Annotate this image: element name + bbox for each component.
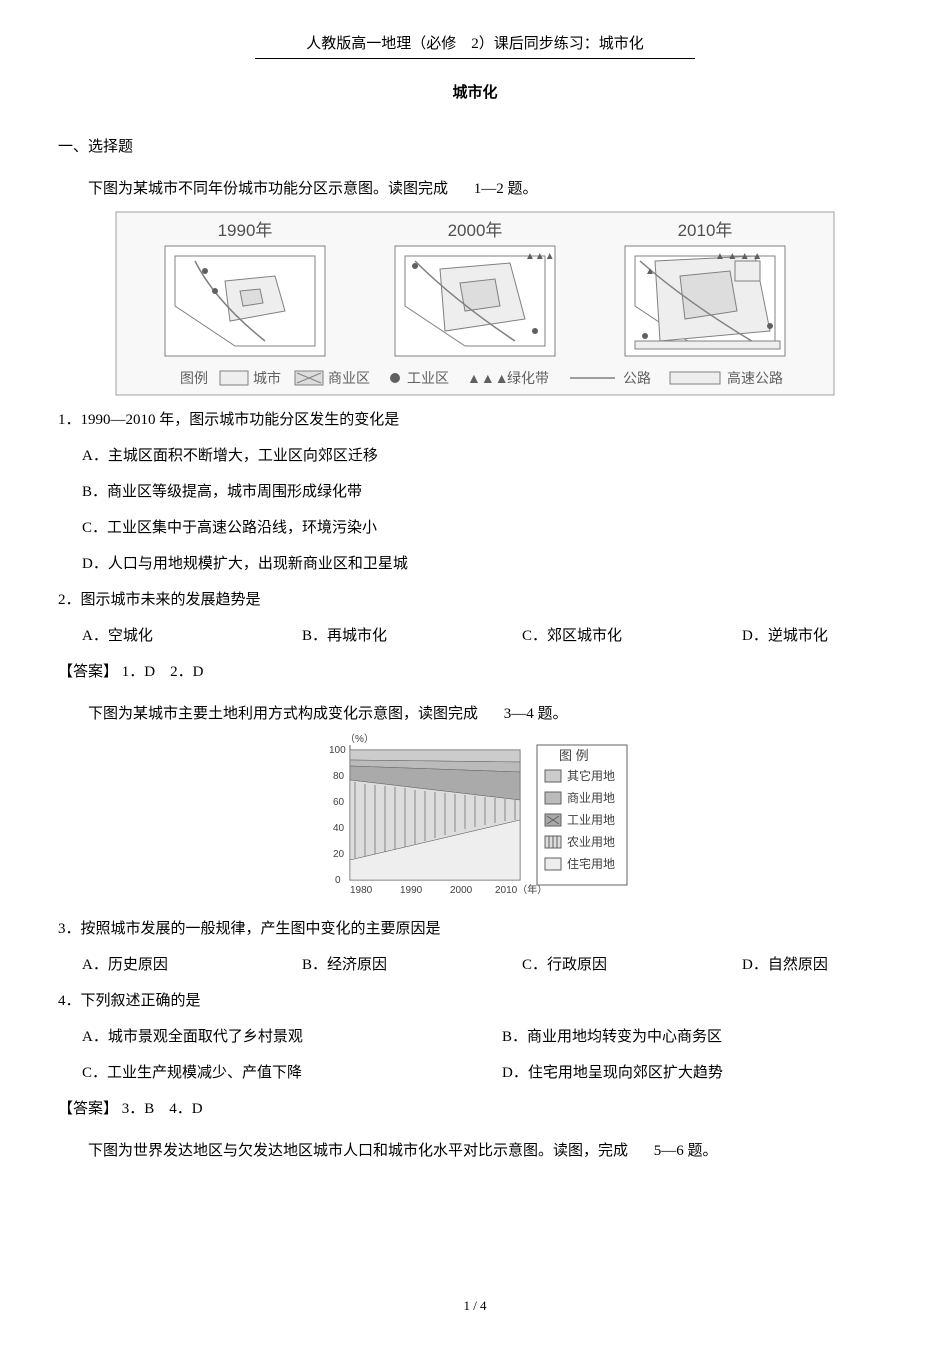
q4-opt-c: C．工业生产规模减少、产值下降 — [82, 1061, 502, 1085]
fig1-leg-5: 高速公路 — [727, 370, 783, 386]
intro-q34-text: 下图为某城市主要土地利用方式构成变化示意图，读图完成 — [88, 706, 478, 722]
intro-q34: 下图为某城市主要土地利用方式构成变化示意图，读图完成 3—4 题。 — [58, 702, 892, 726]
fig1-legend-label: 图例 — [180, 370, 208, 386]
q1-opt-a: A．主城区面积不断增大，工业区向郊区迁移 — [82, 444, 892, 468]
figure-1: 1990年 2000年 ▲▲▲ 2010年 — [58, 211, 892, 396]
q3-opt-d: D．自然原因 — [742, 953, 828, 977]
q4-options-2: C．工业生产规模减少、产值下降 D．住宅用地呈现向郊区扩大趋势 — [58, 1061, 892, 1085]
fig1-leg-0: 城市 — [253, 370, 281, 386]
q2-opt-a: A．空城化 — [82, 624, 302, 648]
q1-opt-d: D．人口与用地规模扩大，出现新商业区和卫星城 — [82, 552, 892, 576]
q2-opt-c: C．郊区城市化 — [522, 624, 742, 648]
q3-opt-a: A．历史原因 — [82, 953, 302, 977]
figure-2-svg: （%） 0 20 40 60 80 100 — [315, 730, 635, 905]
svg-text:▲▲▲: ▲▲▲ — [467, 370, 509, 386]
answer-34: 【答案】 3．B 4．D — [58, 1097, 892, 1121]
svg-text:1980: 1980 — [350, 885, 373, 896]
svg-text:60: 60 — [333, 797, 345, 808]
q1-stem: 1．1990—2010 年，图示城市功能分区发生的变化是 — [58, 408, 892, 432]
q3-opt-b: B．经济原因 — [302, 953, 522, 977]
svg-text:住宅用地: 住宅用地 — [567, 856, 615, 871]
svg-text:商业用地: 商业用地 — [567, 790, 615, 805]
fig1-leg-1: 商业区 — [328, 370, 370, 386]
q2-options: A．空城化 B．再城市化 C．郊区城市化 D．逆城市化 — [58, 624, 892, 648]
q4-opt-a: A．城市景观全面取代了乡村景观 — [82, 1025, 502, 1049]
fig1-year-3: 2010年 — [678, 221, 733, 240]
q2-stem: 2．图示城市未来的发展趋势是 — [58, 588, 892, 612]
svg-text:▲: ▲ — [645, 266, 655, 277]
intro-q56-text: 下图为世界发达地区与欠发达地区城市人口和城市化水平对比示意图。读图，完成 — [88, 1143, 628, 1159]
q4-options-1: A．城市景观全面取代了乡村景观 B．商业用地均转变为中心商务区 — [58, 1025, 892, 1049]
section-title-1: 一、选择题 — [58, 135, 892, 159]
page-number: 1 / 4 — [0, 1296, 950, 1317]
fig2-legend-title: 图 例 — [559, 748, 589, 763]
fig1-year-2: 2000年 — [448, 221, 503, 240]
fig1-leg-3: 绿化带 — [507, 370, 549, 386]
answer-12: 【答案】 1．D 2．D — [58, 660, 892, 684]
fig2-ylabel: （%） — [345, 733, 374, 745]
q4-opt-d: D．住宅用地呈现向郊区扩大趋势 — [502, 1061, 723, 1085]
q1-opt-c: C．工业区集中于高速公路沿线，环境污染小 — [82, 516, 892, 540]
content-area: 一、选择题 下图为某城市不同年份城市功能分区示意图。读图完成 1—2 题。 19… — [0, 135, 950, 1163]
svg-text:农业用地: 农业用地 — [567, 835, 615, 849]
main-title: 城市化 — [0, 81, 950, 105]
svg-text:▲▲▲: ▲▲▲ — [525, 251, 555, 262]
q2-opt-d: D．逆城市化 — [742, 624, 828, 648]
svg-text:工业用地: 工业用地 — [567, 813, 615, 827]
header-rule — [255, 58, 695, 59]
page-header-title: 人教版高一地理（必修 2）课后同步练习：城市化 — [0, 0, 950, 56]
intro-q12-text: 下图为某城市不同年份城市功能分区示意图。读图完成 — [88, 181, 448, 197]
svg-text:▲ ▲ ▲ ▲: ▲ ▲ ▲ ▲ — [715, 251, 762, 262]
figure-1-svg: 1990年 2000年 ▲▲▲ 2010年 — [115, 211, 835, 396]
q3-opt-c: C．行政原因 — [522, 953, 742, 977]
intro-q12: 下图为某城市不同年份城市功能分区示意图。读图完成 1—2 题。 — [58, 177, 892, 201]
fig1-leg-4: 公路 — [623, 370, 651, 386]
fig1-year-1: 1990年 — [218, 221, 273, 240]
q3-options: A．历史原因 B．经济原因 C．行政原因 D．自然原因 — [58, 953, 892, 977]
q4-opt-b: B．商业用地均转变为中心商务区 — [502, 1025, 722, 1049]
intro-q56-range: 5—6 题。 — [654, 1143, 718, 1159]
svg-text:20: 20 — [333, 849, 345, 860]
q2-opt-b: B．再城市化 — [302, 624, 522, 648]
intro-q56: 下图为世界发达地区与欠发达地区城市人口和城市化水平对比示意图。读图，完成 5—6… — [58, 1139, 892, 1163]
intro-q12-range: 1—2 题。 — [474, 181, 538, 197]
svg-text:0: 0 — [335, 875, 341, 886]
svg-text:2000: 2000 — [450, 885, 473, 896]
q1-opt-b: B．商业区等级提高，城市周围形成绿化带 — [82, 480, 892, 504]
figure-2: （%） 0 20 40 60 80 100 — [58, 730, 892, 905]
svg-text:80: 80 — [333, 771, 345, 782]
intro-q34-range: 3—4 题。 — [504, 706, 568, 722]
fig1-leg-2: 工业区 — [407, 370, 449, 386]
q3-stem: 3．按照城市发展的一般规律，产生图中变化的主要原因是 — [58, 917, 892, 941]
q4-stem: 4．下列叙述正确的是 — [58, 989, 892, 1013]
svg-text:100: 100 — [329, 745, 346, 756]
svg-text:其它用地: 其它用地 — [567, 768, 615, 783]
svg-text:1990: 1990 — [400, 885, 423, 896]
svg-text:40: 40 — [333, 823, 345, 834]
